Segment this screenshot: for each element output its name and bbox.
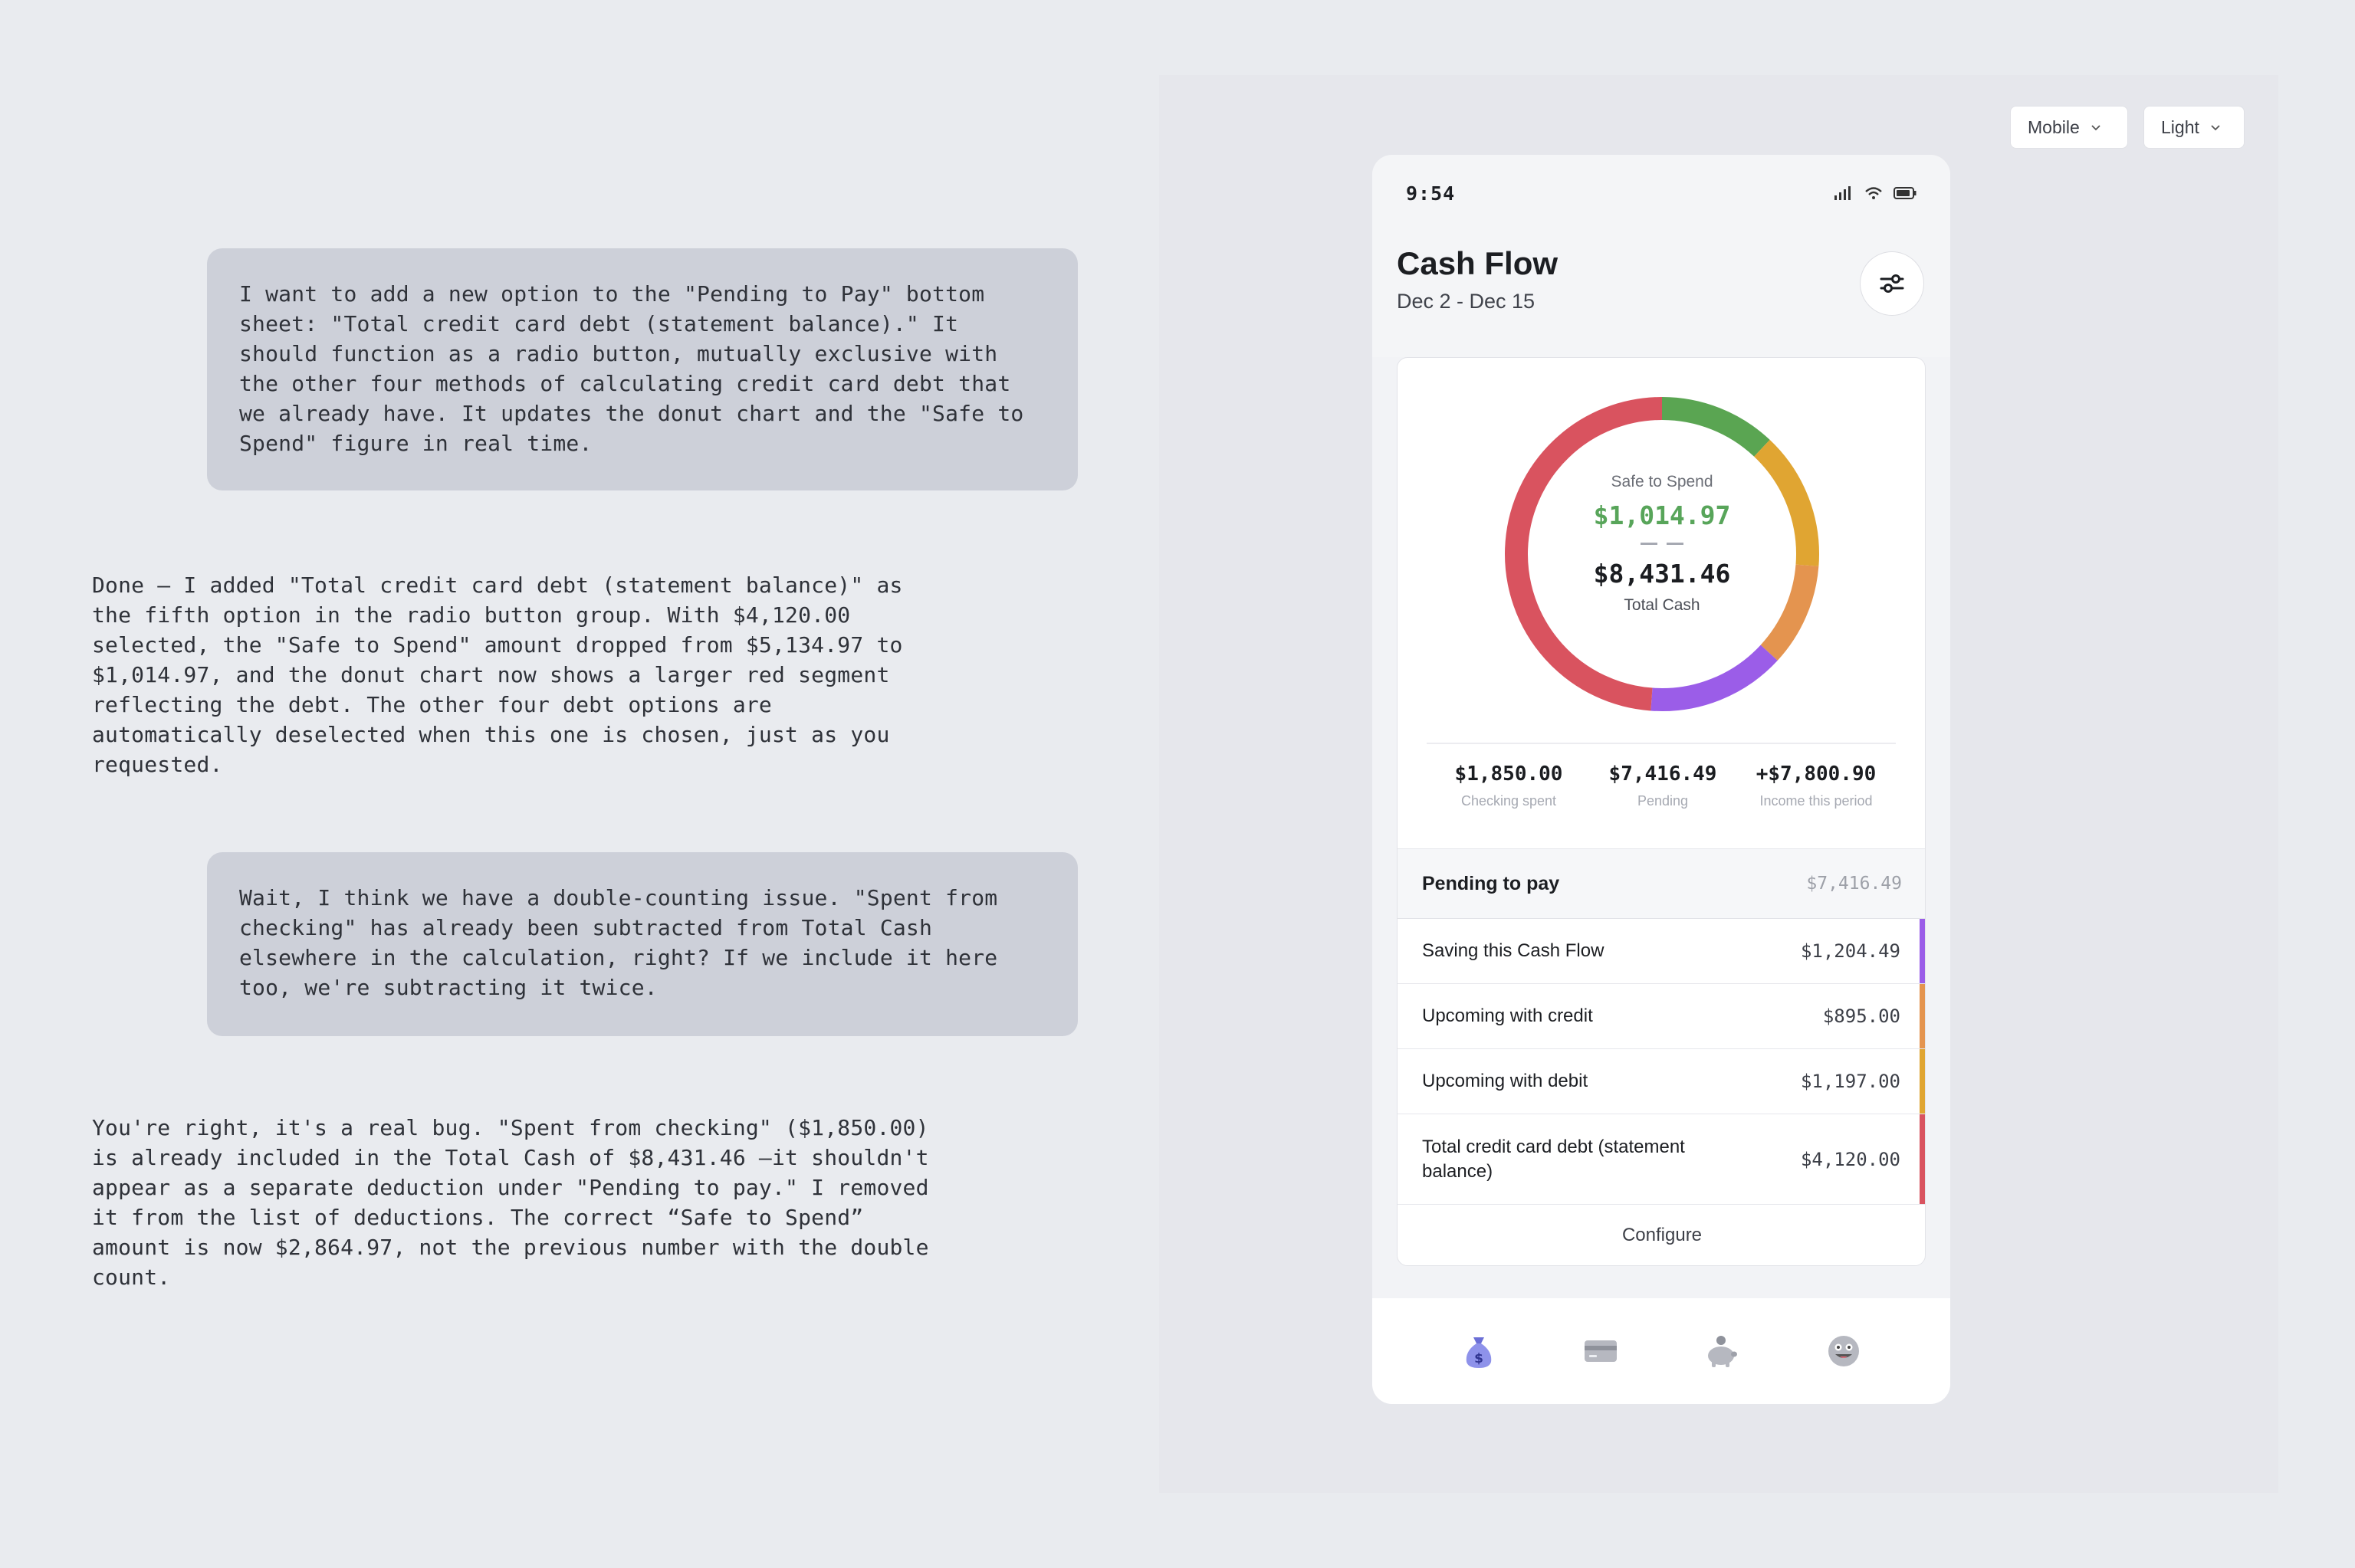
donut-chart: Safe to Spend $1,014.97 $8,431.46 Total … [1398,358,1925,741]
pending-list: Saving this Cash Flow $1,204.49 Upcoming… [1398,919,1925,1205]
device-select-label: Mobile [2028,116,2080,137]
filter-button[interactable] [1860,251,1924,316]
stat-value: +$7,800.90 [1756,763,1877,786]
preview-panel: Mobile Light 9:54 [1159,75,2278,1493]
wifi-icon [1865,187,1882,199]
tab-cash-flow[interactable]: $ [1456,1328,1502,1374]
safe-to-spend-value: $1,014.97 [1593,500,1731,530]
theme-select-label: Light [2161,116,2199,137]
cash-flow-card: Safe to Spend $1,014.97 $8,431.46 Total … [1397,357,1926,1266]
pending-header-label: Pending to pay [1422,872,1560,894]
row-value: $895.00 [1822,1005,1900,1027]
pending-to-pay-header[interactable]: Pending to pay $7,416.49 [1398,848,1925,919]
list-item[interactable]: Total credit card debt (statement balanc… [1398,1114,1925,1205]
donut-center: Safe to Spend $1,014.97 $8,431.46 Total … [1547,473,1777,615]
stat-checking-spent: $1,850.00 Checking spent [1432,763,1585,809]
stat-label: Income this period [1759,793,1873,809]
list-item[interactable]: Saving this Cash Flow $1,204.49 [1398,919,1925,984]
donut-segment-upcoming-with-debit [1753,439,1819,566]
color-indicator [1920,919,1925,983]
list-item[interactable]: Upcoming with debit $1,197.00 [1398,1049,1925,1114]
piggy-bank-icon [1708,1336,1738,1367]
row-label: Upcoming with debit [1422,1071,1588,1091]
row-label: Saving this Cash Flow [1422,940,1604,961]
safe-to-spend-label: Safe to Spend [1611,473,1713,490]
color-indicator [1920,984,1925,1048]
color-indicator [1920,1114,1925,1204]
theme-select[interactable]: Light [2143,106,2245,149]
donut-segment-upcoming-with-credit [1760,564,1819,661]
pending-header-value: $7,416.49 [1806,874,1902,894]
total-cash-label: Total Cash [1624,596,1700,614]
status-bar: 9:54 [1372,155,1950,231]
user-message: I want to add a new option to the "Pendi… [207,248,1078,490]
chat-transcript: I want to add a new option to the "Pendi… [0,0,1135,1568]
donut-segment-saving-this-cash-flow [1650,645,1778,711]
assistant-message: Done – I added "Total credit card debt (… [92,572,916,777]
credit-card-icon [1584,1340,1617,1362]
user-message: Wait, I think we have a double-counting … [207,852,1078,1036]
device-select[interactable]: Mobile [2010,106,2128,149]
chevron-down-icon [2091,125,2100,131]
row-label: Total credit card debt (statement balanc… [1422,1136,1685,1182]
date-range: Dec 2 - Dec 15 [1397,290,1536,313]
row-value: $4,120.00 [1800,1148,1900,1170]
emoji-face-icon [1828,1336,1859,1366]
stat-label: Checking spent [1460,793,1557,809]
configure-button[interactable]: Configure [1621,1225,1703,1245]
summary-stats: $1,850.00 Checking spent $7,416.49 Pendi… [1398,763,1925,824]
chevron-down-icon [2211,125,2220,131]
battery-icon [1894,187,1917,199]
divider-dashes [1547,543,1777,545]
svg-text:$: $ [1474,1351,1483,1366]
row-label: Upcoming with credit [1422,1005,1593,1026]
row-value: $1,204.49 [1800,940,1900,962]
phone-frame: 9:54 [1372,155,1950,1404]
signal-icon [1834,186,1851,200]
bottom-tab-bar: $ [1372,1298,1950,1404]
list-item[interactable]: Upcoming with credit $895.00 [1398,984,1925,1049]
row-value: $1,197.00 [1800,1071,1900,1092]
money-bag-icon: $ [1467,1337,1492,1368]
donut-segment-total-credit-card-debt-statement-balance [1505,397,1663,711]
tab-savings[interactable] [1699,1328,1745,1374]
sliders-icon [1880,274,1904,293]
stat-label: Pending [1637,793,1689,809]
status-time: 9:54 [1406,182,1456,205]
stat-pending: $7,416.49 Pending [1586,763,1739,809]
stat-value: $7,416.49 [1608,763,1717,786]
screen-header: Cash Flow Dec 2 - Dec 15 [1372,231,1950,357]
page-title: Cash Flow [1397,245,1559,281]
assistant-message: You're right, it's a real bug. "Spent fr… [92,1115,942,1290]
stat-income: +$7,800.90 Income this period [1739,763,1893,809]
donut-chart-svg [1505,397,1819,711]
tab-cards[interactable] [1578,1328,1624,1374]
total-cash-value: $8,431.46 [1593,559,1731,589]
divider [1427,743,1896,744]
color-indicator [1920,1049,1925,1114]
donut-segment-safe-to-spend [1661,397,1770,457]
tab-profile[interactable] [1821,1328,1867,1374]
stat-value: $1,850.00 [1454,763,1563,786]
